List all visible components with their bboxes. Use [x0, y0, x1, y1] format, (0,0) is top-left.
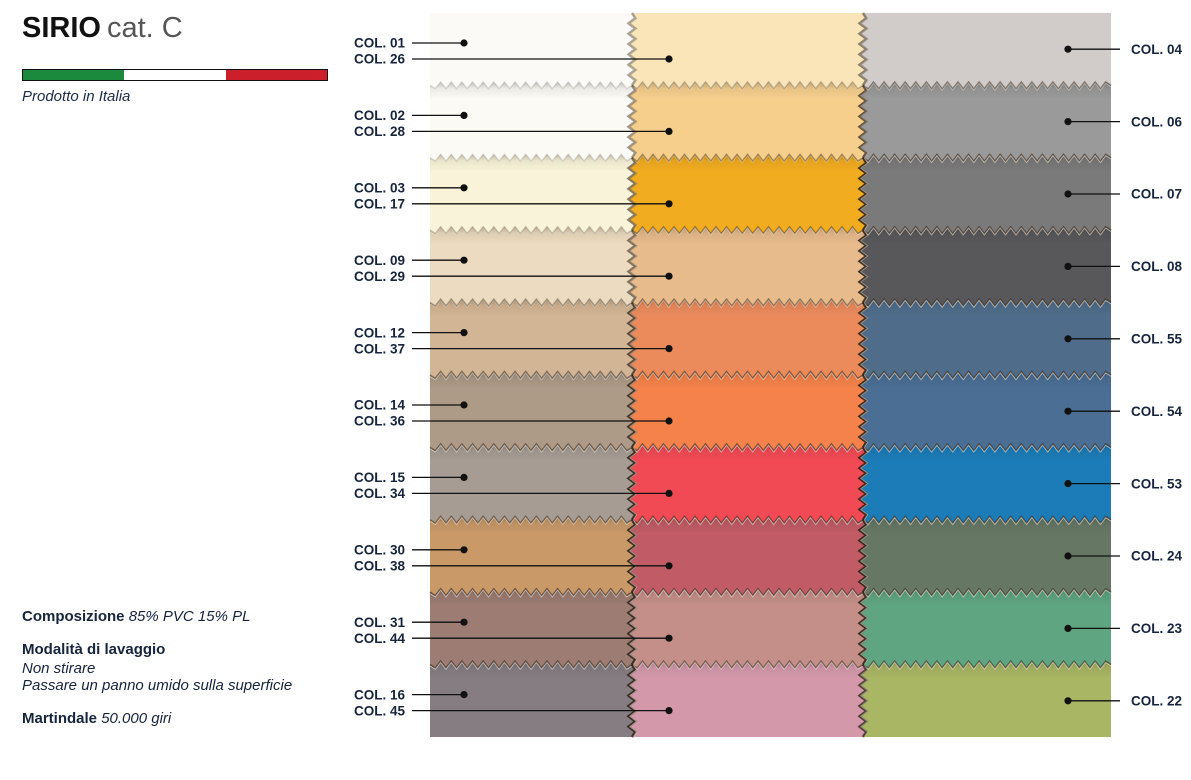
svg-text:COL. 30: COL. 30	[354, 543, 405, 558]
svg-text:COL. 23: COL. 23	[1131, 621, 1183, 636]
svg-text:COL. 45: COL. 45	[354, 703, 406, 718]
svg-text:COL. 15: COL. 15	[354, 470, 406, 485]
svg-text:COL. 06: COL. 06	[1131, 114, 1183, 129]
svg-text:COL. 55: COL. 55	[1131, 332, 1183, 347]
svg-text:COL. 07: COL. 07	[1131, 187, 1182, 202]
svg-text:COL. 02: COL. 02	[354, 108, 405, 123]
svg-text:COL. 22: COL. 22	[1131, 694, 1182, 709]
svg-text:COL. 09: COL. 09	[354, 253, 405, 268]
svg-text:COL. 38: COL. 38	[354, 559, 406, 574]
svg-text:COL. 34: COL. 34	[354, 486, 406, 501]
svg-text:COL. 26: COL. 26	[354, 52, 406, 67]
svg-text:COL. 28: COL. 28	[354, 124, 406, 139]
svg-text:COL. 54: COL. 54	[1131, 404, 1183, 419]
svg-text:COL. 44: COL. 44	[354, 631, 406, 646]
svg-text:COL. 14: COL. 14	[354, 398, 406, 413]
svg-text:COL. 01: COL. 01	[354, 36, 406, 51]
svg-text:COL. 53: COL. 53	[1131, 476, 1183, 491]
svg-text:COL. 08: COL. 08	[1131, 259, 1183, 274]
svg-text:COL. 29: COL. 29	[354, 269, 405, 284]
svg-text:COL. 17: COL. 17	[354, 197, 405, 212]
svg-text:COL. 03: COL. 03	[354, 181, 406, 196]
svg-text:COL. 16: COL. 16	[354, 687, 406, 702]
svg-text:COL. 37: COL. 37	[354, 341, 405, 356]
svg-text:COL. 12: COL. 12	[354, 325, 405, 340]
svg-text:COL. 24: COL. 24	[1131, 549, 1183, 564]
svg-text:COL. 31: COL. 31	[354, 615, 406, 630]
svg-text:COL. 04: COL. 04	[1131, 42, 1183, 57]
svg-text:COL. 36: COL. 36	[354, 414, 406, 429]
